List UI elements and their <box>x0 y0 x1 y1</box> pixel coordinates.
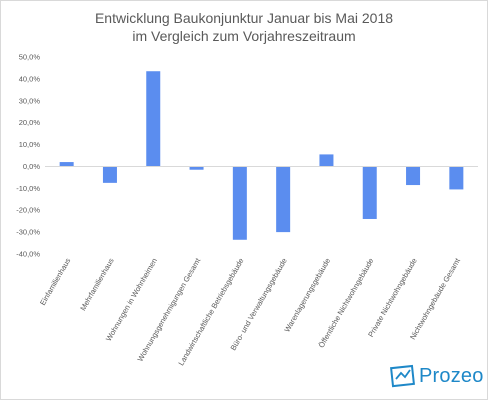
bar <box>189 166 204 170</box>
bar <box>449 166 464 190</box>
x-category-label: Nichtwohngebäude Gesamt <box>408 256 463 341</box>
y-tick-label: -40,0% <box>16 250 40 259</box>
bar <box>276 166 291 233</box>
x-category-label: Private Nichtwohngebäude <box>366 257 419 339</box>
y-tick-label: -10,0% <box>16 184 40 193</box>
y-tick-label: -20,0% <box>16 206 40 215</box>
y-tick-label: 30,0% <box>19 96 41 105</box>
y-tick-label: 50,0% <box>19 53 41 62</box>
x-category-label: Einfamilienhaus <box>38 256 72 307</box>
prozeo-logo: Prozeo <box>390 364 484 388</box>
bar <box>59 162 74 167</box>
bar <box>319 154 334 167</box>
bar <box>102 166 117 183</box>
y-axis-labels: 50,0% 40,0% 30,0% 20,0% 10,0% 0,0% -10,0% -20,0… <box>16 53 40 259</box>
y-tick-label: 20,0% <box>19 118 41 127</box>
prozeo-logo-text: Prozeo <box>419 364 484 387</box>
prozeo-logo-icon <box>390 364 415 388</box>
y-tick-label: 10,0% <box>19 140 41 149</box>
x-category-label: Warenlagerungsgebäude <box>282 257 332 334</box>
x-category-label: Wohnungen in Wohnheimen <box>104 257 159 343</box>
chart-title-line-2: im Vergleich zum Vorjahreszeitraum <box>132 28 356 44</box>
bars <box>59 71 464 240</box>
bar <box>406 166 421 186</box>
bar <box>362 166 377 219</box>
y-tick-label: 0,0% <box>23 162 40 171</box>
x-category-label: Mehrfamilienhaus <box>78 256 116 312</box>
y-tick-label: -30,0% <box>16 228 40 237</box>
y-tick-label: 40,0% <box>19 74 41 83</box>
bar <box>146 71 161 167</box>
x-axis-labels: Einfamilienhaus MehrfamilienhausWohnungen… <box>38 256 462 367</box>
bar <box>232 166 247 240</box>
chart-title: Entwicklung Baukonjunktur Januar bis Mai… <box>0 9 488 45</box>
chart-title-line-1: Entwicklung Baukonjunktur Januar bis Mai… <box>94 10 394 26</box>
